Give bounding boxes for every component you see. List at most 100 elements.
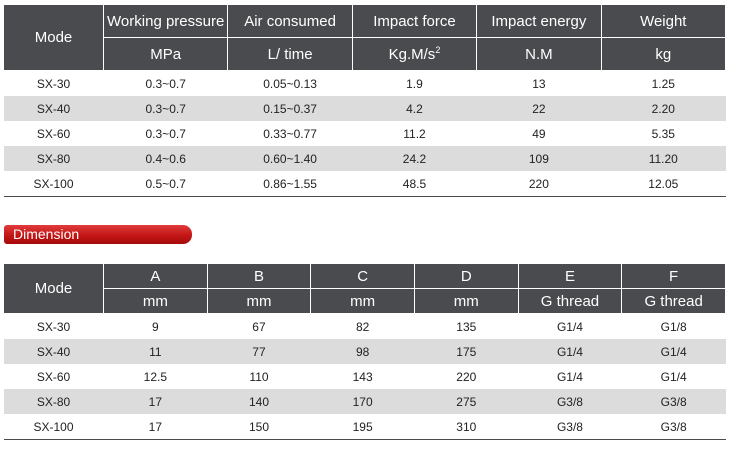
value-cell: 11.20: [601, 146, 726, 171]
value-cell: 0.33~0.77: [227, 121, 353, 146]
value-cell: 98: [310, 339, 415, 364]
value-cell: 11.2: [352, 121, 477, 146]
dim-col-unit: mm: [103, 288, 208, 314]
table-row: SX-80 0.4~0.6 0.60~1.40 24.2 109 11.20: [3, 146, 726, 171]
value-cell: 5.35: [601, 121, 726, 146]
value-cell: 48.5: [352, 171, 477, 197]
dim-col-unit: G thread: [621, 288, 726, 314]
dim-header-row: Mode A B C D E F: [3, 263, 726, 314]
value-cell: 195: [310, 414, 415, 440]
value-cell: 49: [476, 121, 602, 146]
value-cell: G1/4: [621, 339, 726, 364]
value-cell: 0.5~0.7: [103, 171, 228, 197]
dim-col-name: E: [517, 263, 623, 289]
table-row: SX-40 0.3~0.7 0.15~0.37 4.2 22 2.20: [3, 96, 726, 121]
spec-col-unit-sup: 2: [435, 44, 441, 55]
dim-mode-header: Mode: [3, 263, 104, 314]
value-cell: 0.4~0.6: [103, 146, 228, 171]
value-cell: 0.15~0.37: [227, 96, 353, 121]
table-row: SX-80 17 140 170 275 G3/8 G3/8: [3, 389, 726, 414]
value-cell: 135: [414, 313, 519, 339]
value-cell: 4.2: [352, 96, 477, 121]
value-cell: G1/4: [518, 313, 622, 339]
spec-col-unit-text: Kg.M/s: [388, 45, 436, 63]
value-cell: 220: [414, 364, 519, 389]
value-cell: 9: [103, 313, 208, 339]
value-cell: 12.5: [103, 364, 208, 389]
value-cell: 175: [414, 339, 519, 364]
spec-col-name: Impact force: [351, 4, 478, 38]
dim-col-name: A: [103, 263, 208, 289]
value-cell: G1/4: [621, 364, 726, 389]
value-cell: G1/4: [518, 339, 622, 364]
dim-unit-row: mm mm mm mm G thread G thread: [4, 288, 726, 314]
value-cell: 275: [414, 389, 519, 414]
dimension-table: Mode A B C D E F mm mm mm mm G thread G …: [3, 263, 726, 440]
spec-col-unit: kg: [600, 37, 727, 71]
value-cell: 24.2: [352, 146, 477, 171]
spec-col-name: Working pressure: [102, 4, 229, 38]
mode-cell: SX-100: [3, 414, 104, 440]
value-cell: 2.20: [601, 96, 726, 121]
value-cell: 110: [207, 364, 311, 389]
value-cell: 0.3~0.7: [103, 121, 228, 146]
dim-col-unit: G thread: [517, 288, 623, 314]
mode-cell: SX-60: [3, 364, 104, 389]
dim-col-name: F: [621, 263, 726, 289]
value-cell: 150: [207, 414, 311, 440]
value-cell: 22: [476, 96, 602, 121]
spec-col-name: Impact energy: [476, 4, 602, 38]
value-cell: G3/8: [518, 414, 622, 440]
value-cell: 220: [476, 171, 602, 197]
value-cell: 310: [414, 414, 519, 440]
spec-col-unit: Kg.M/s2: [351, 37, 478, 71]
spec-unit-row: MPa L/ time Kg.M/s2 N.M kg: [4, 37, 727, 71]
table-row: SX-100 0.5~0.7 0.86~1.55 48.5 220 12.05: [3, 171, 726, 197]
dim-col-name: D: [413, 263, 519, 289]
value-cell: G3/8: [621, 414, 726, 440]
value-cell: 143: [310, 364, 415, 389]
value-cell: 17: [103, 414, 208, 440]
value-cell: 0.86~1.55: [227, 171, 353, 197]
table-row: SX-30 0.3~0.7 0.05~0.13 1.9 13 1.25: [3, 70, 726, 96]
dim-col-name: C: [310, 263, 415, 289]
dim-col-unit: mm: [206, 288, 312, 314]
table-row: SX-40 11 77 98 175 G1/4 G1/4: [3, 339, 726, 364]
value-cell: 13: [476, 70, 602, 96]
mode-cell: SX-80: [3, 389, 104, 414]
value-cell: 11: [103, 339, 208, 364]
value-cell: 0.3~0.7: [103, 96, 228, 121]
spec-col-name: Air consumed: [227, 4, 353, 38]
table-row: SX-60 0.3~0.7 0.33~0.77 11.2 49 5.35: [3, 121, 726, 146]
mode-cell: SX-60: [3, 121, 104, 146]
value-cell: G3/8: [621, 389, 726, 414]
mode-cell: SX-40: [3, 96, 104, 121]
mode-cell: SX-100: [3, 171, 104, 197]
spec-col-unit: N.M: [476, 37, 602, 71]
spec-header-row: Mode Working pressure Air consumed Impac…: [3, 4, 727, 71]
value-cell: 0.60~1.40: [227, 146, 353, 171]
value-cell: 17: [103, 389, 208, 414]
value-cell: 0.05~0.13: [227, 70, 353, 96]
value-cell: 0.3~0.7: [103, 70, 228, 96]
value-cell: 140: [207, 389, 311, 414]
value-cell: 82: [310, 313, 415, 339]
table-row: SX-100 17 150 195 310 G3/8 G3/8: [3, 414, 726, 440]
value-cell: G1/4: [518, 364, 622, 389]
value-cell: 67: [207, 313, 311, 339]
mode-cell: SX-80: [3, 146, 104, 171]
dim-col-unit: mm: [310, 288, 415, 314]
value-cell: G1/8: [621, 313, 726, 339]
spec-col-unit: MPa: [102, 37, 229, 71]
table-row: SX-30 9 67 82 135 G1/4 G1/8: [3, 313, 726, 339]
mode-cell: SX-30: [3, 70, 104, 96]
dimension-section-banner: Dimension: [4, 225, 192, 244]
spec-col-name: Weight: [600, 4, 727, 38]
spec-table: Mode Working pressure Air consumed Impac…: [3, 4, 727, 197]
value-cell: 170: [310, 389, 415, 414]
value-cell: 1.9: [352, 70, 477, 96]
value-cell: 109: [476, 146, 602, 171]
value-cell: G3/8: [518, 389, 622, 414]
value-cell: 1.25: [601, 70, 726, 96]
dim-col-unit: mm: [413, 288, 519, 314]
